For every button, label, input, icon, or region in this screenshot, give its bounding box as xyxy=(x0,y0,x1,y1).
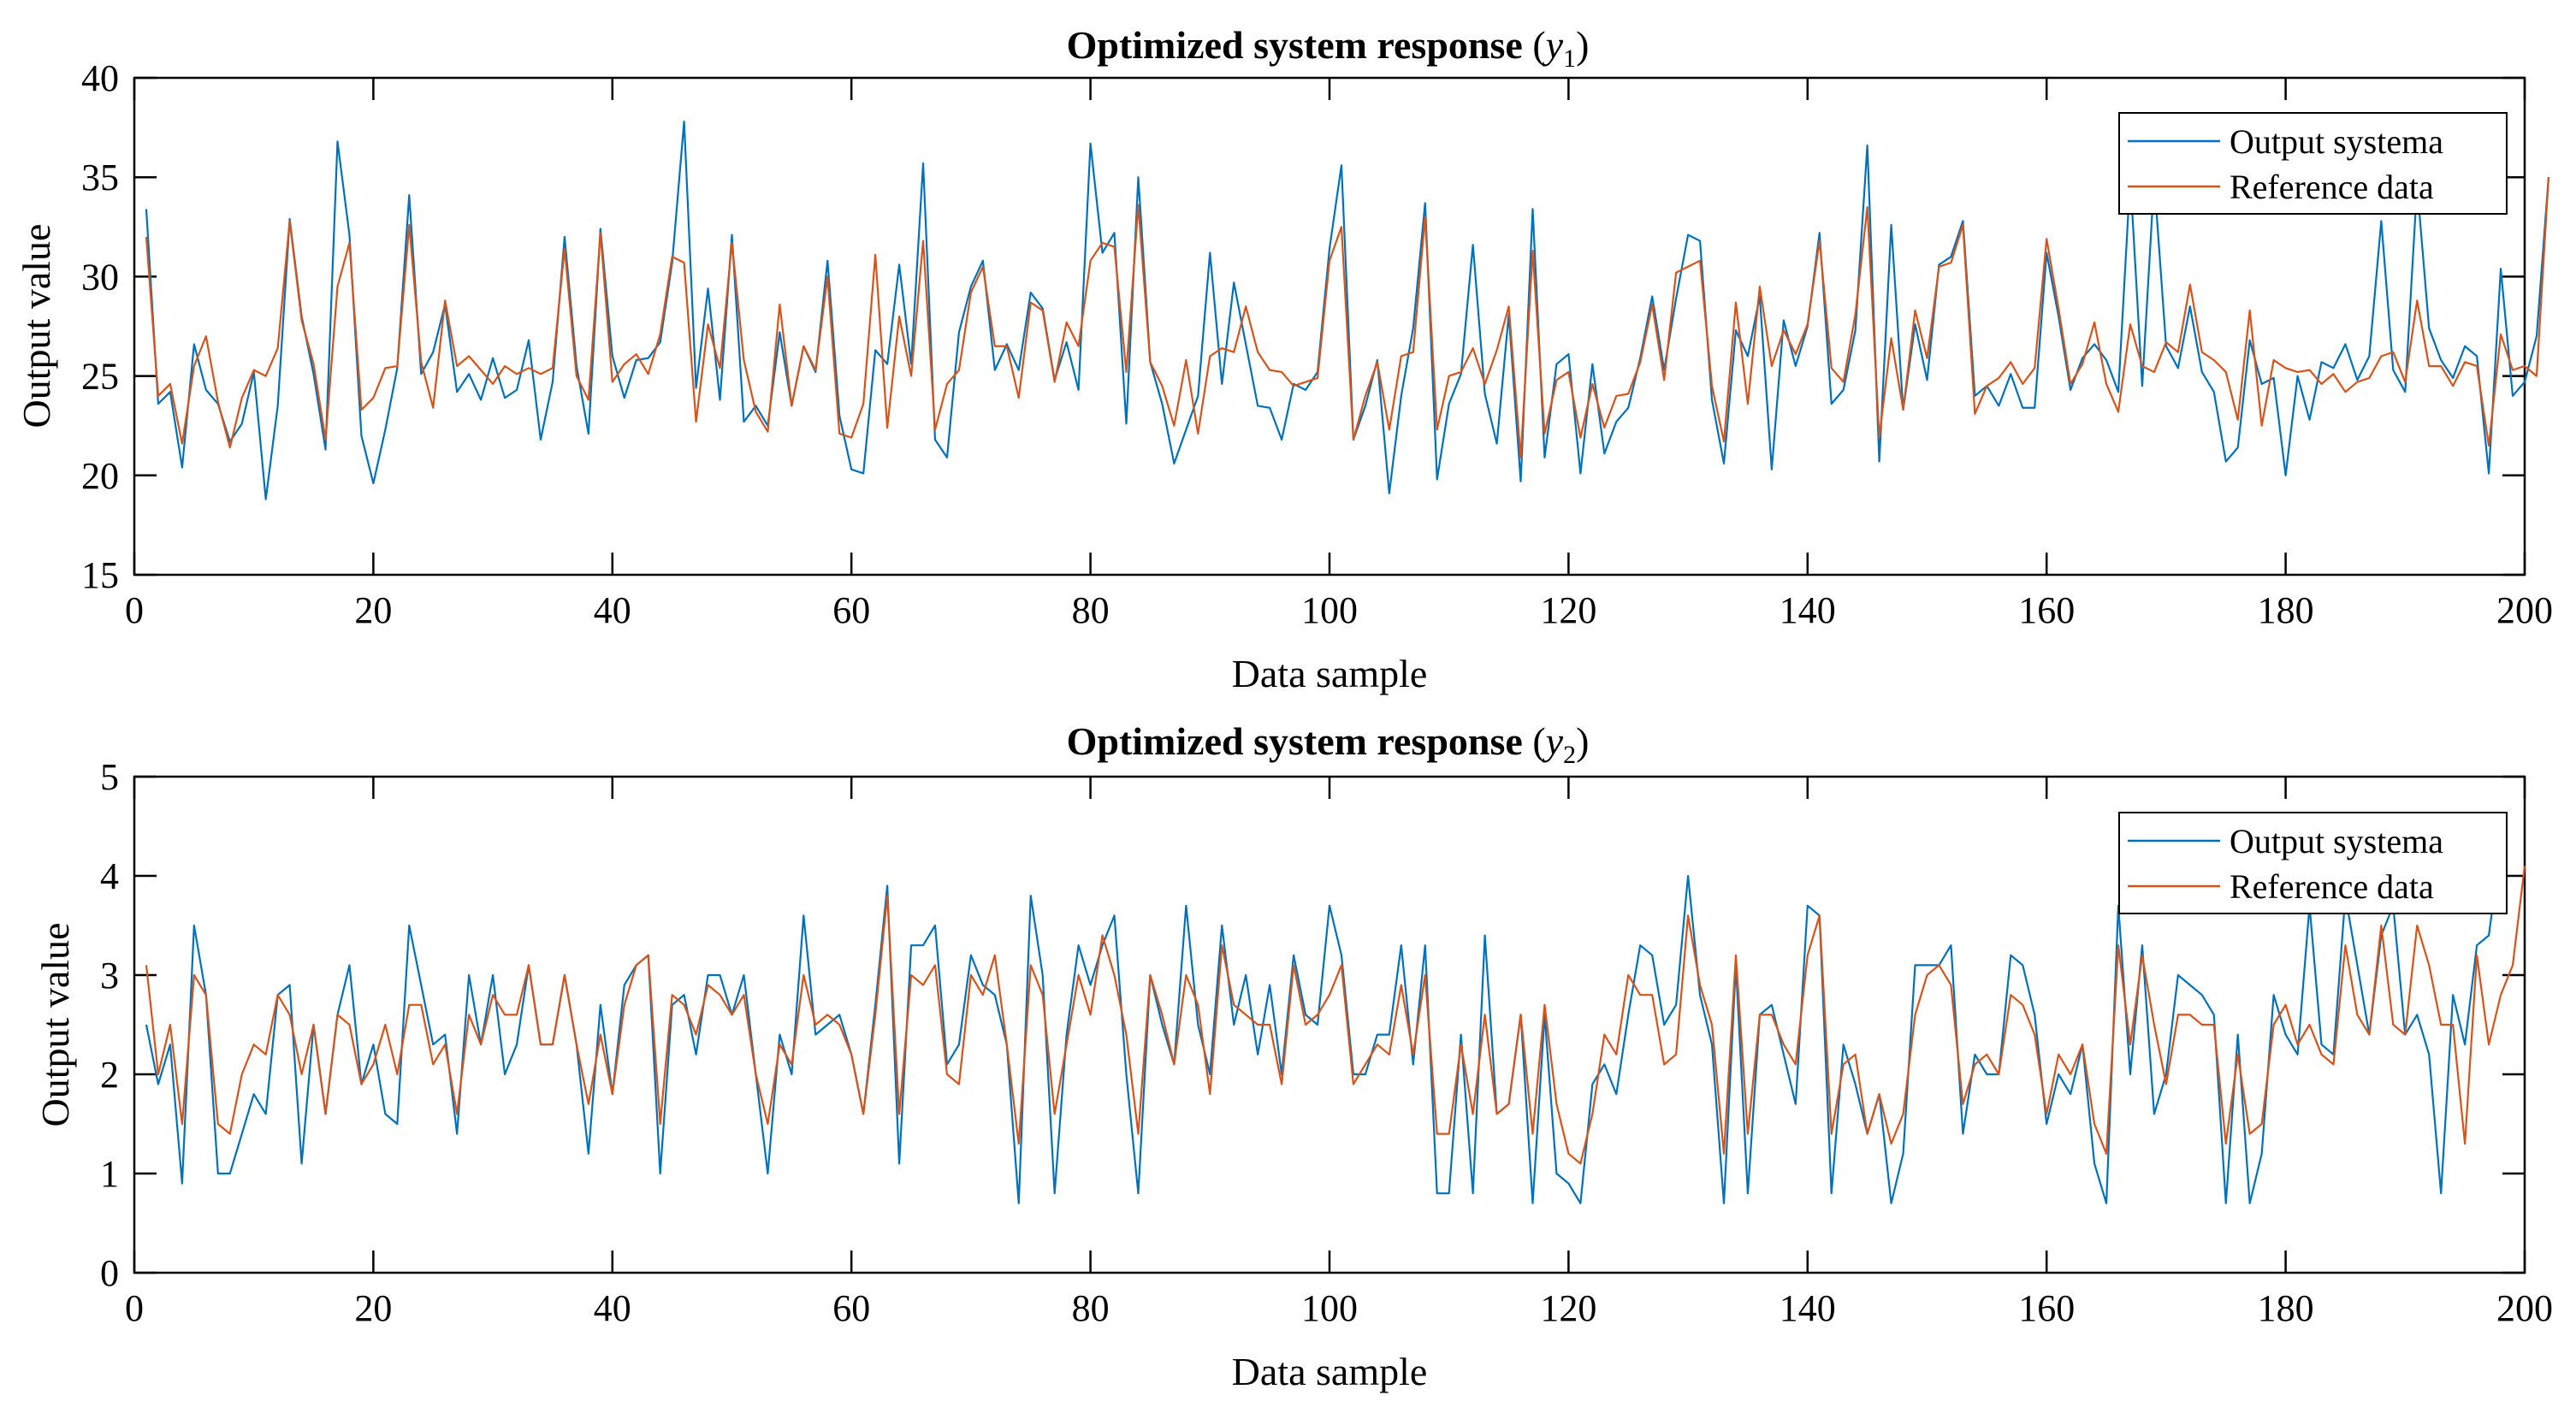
plot-y2-series xyxy=(145,846,2526,1204)
plot-y1-y-tick-label: 35 xyxy=(81,157,119,198)
plot-y2-y-tick-label: 1 xyxy=(100,1153,119,1195)
plot-y2-x-tick-label: 140 xyxy=(1780,1287,1836,1329)
plot-y1-x-tick-label: 140 xyxy=(1780,589,1836,631)
plot-y1-legend-label-reference: Reference data xyxy=(2230,168,2434,206)
plot-y2-x-tick-label: 40 xyxy=(594,1287,631,1329)
plot-y1-x-tick-label: 20 xyxy=(354,589,392,631)
plot-y2-y-tick-label: 5 xyxy=(100,756,119,798)
plot-y1-x-tick-label: 200 xyxy=(2496,589,2553,631)
plot-y1-legend-label-output: Output systema xyxy=(2230,122,2443,161)
plot-y2-x-ticks: 0 20 40 60 80 100 120 140 160 180 200 xyxy=(125,777,2553,1329)
plot-y2-legend: Output systema Reference data xyxy=(2118,812,2508,914)
plot-y1-x-tick-label: 160 xyxy=(2018,589,2075,631)
plot-y2-x-tick-label: 200 xyxy=(2496,1287,2553,1329)
plot-y2-x-tick-label: 80 xyxy=(1072,1287,1110,1329)
plot-y1-y-tick-label: 40 xyxy=(81,57,119,99)
plot-y2-x-tick-label: 160 xyxy=(2018,1287,2075,1329)
plot-y1-series xyxy=(145,121,2550,500)
plot-y1-x-tick-label: 0 xyxy=(125,589,144,631)
plot-y1-y-tick-label: 25 xyxy=(81,356,119,398)
plot-y1-x-ticks: 0 20 40 60 80 100 120 140 160 180 200 xyxy=(125,78,2553,631)
plot-y1-title: Optimized system response (y1) xyxy=(1067,23,1590,73)
plot-y2-legend-label-reference: Reference data xyxy=(2230,867,2434,906)
plot-y2-y-tick-label: 0 xyxy=(100,1252,119,1294)
plot-y2-x-tick-label: 120 xyxy=(1540,1287,1596,1329)
plot-y1-x-tick-label: 80 xyxy=(1072,589,1110,631)
plot-y2-y-tick-label: 4 xyxy=(100,855,119,897)
plot-y1-y-axis-label: Output value xyxy=(15,224,58,429)
plot-y1-y-tick-label: 20 xyxy=(81,455,119,497)
plot-y1: Optimized system response (y1) 0 20 40 60 80… xyxy=(15,23,2553,695)
plot-y2-y-tick-label: 3 xyxy=(100,955,119,996)
plot-y2-legend-label-output: Output systema xyxy=(2230,822,2443,860)
plot-y2-x-tick-label: 0 xyxy=(125,1287,144,1329)
plot-y1-y-tick-label: 30 xyxy=(81,256,119,298)
plot-y2: Optimized system response (y2) 0 20 40 60 80… xyxy=(33,719,2553,1393)
plot-y2-x-tick-label: 60 xyxy=(832,1287,870,1329)
plot-y1-legend: Output systema Reference data xyxy=(2118,112,2508,215)
plot-y2-title: Optimized system response (y2) xyxy=(1067,719,1590,769)
plot-y1-y-ticks: 15 20 25 30 35 40 xyxy=(81,57,2525,596)
plot-y1-x-tick-label: 40 xyxy=(594,589,631,631)
plot-y1-x-tick-label: 100 xyxy=(1301,589,1358,631)
plot-y2-x-tick-label: 180 xyxy=(2258,1287,2314,1329)
plot-y1-y-tick-label: 15 xyxy=(81,554,119,596)
plot-y1-x-axis-label: Data sample xyxy=(1232,652,1428,695)
plot-y2-x-tick-label: 20 xyxy=(354,1287,392,1329)
plot-y2-series-reference-data xyxy=(145,866,2526,1165)
plot-y2-legend-box xyxy=(2118,812,2508,914)
plot-y1-legend-box xyxy=(2118,112,2508,215)
plot-y1-x-tick-label: 120 xyxy=(1540,589,1596,631)
plot-y2-y-ticks: 0 1 2 3 4 5 xyxy=(100,756,2525,1294)
plot-y2-y-tick-label: 2 xyxy=(100,1054,119,1096)
plot-y1-x-tick-label: 60 xyxy=(832,589,870,631)
plot-y1-series-reference-data xyxy=(145,177,2550,458)
plot-y2-x-axis-label: Data sample xyxy=(1232,1350,1428,1393)
plot-y1-series-output-systema xyxy=(145,121,2550,500)
plot-y1-x-tick-label: 180 xyxy=(2258,589,2314,631)
plot-y2-y-axis-label: Output value xyxy=(33,923,77,1127)
plot-y2-x-tick-label: 100 xyxy=(1301,1287,1358,1329)
